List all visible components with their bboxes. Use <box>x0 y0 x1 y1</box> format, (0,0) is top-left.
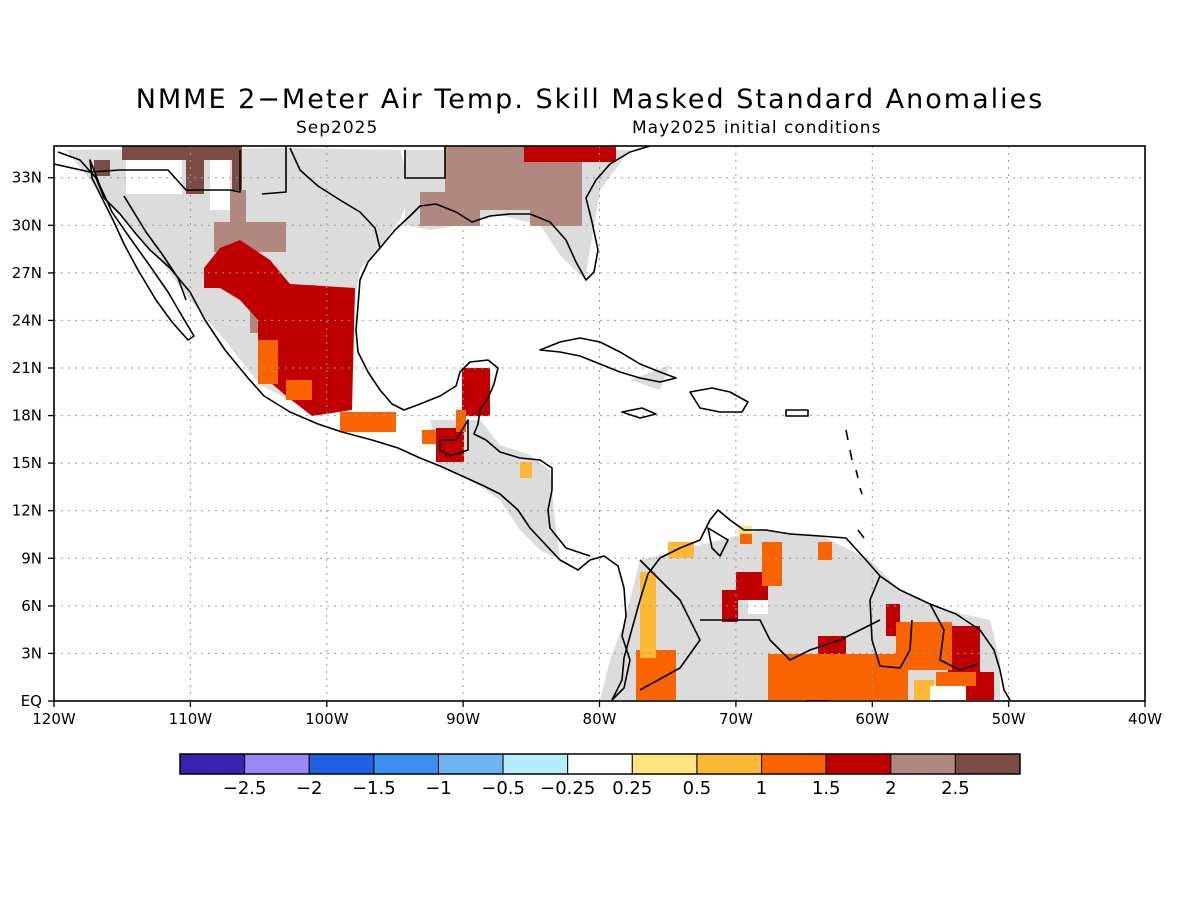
lon-label: 120W <box>32 710 76 728</box>
initial-conditions: May2025 initial conditions <box>632 118 882 138</box>
lat-label: 30N <box>12 216 42 234</box>
latitude-labels: EQ 3N 6N 9N 12N 15N 18N 21N 24N 27N 30N … <box>12 169 42 710</box>
colorbar-swatch <box>373 753 439 775</box>
colorbar-swatch <box>567 753 633 775</box>
colorbar-label: −0.5 <box>481 778 525 799</box>
colorbar-labels: −2.5 −2 −1.5 −1 −0.5 −0.25 0.25 0.5 1 1.… <box>223 778 970 799</box>
colorbar-label: 2.5 <box>941 778 970 799</box>
colorbar-label: −0.25 <box>540 778 595 799</box>
lat-label: 21N <box>12 359 42 377</box>
colorbar-frame <box>179 753 1021 775</box>
lon-label: 90W <box>446 710 480 728</box>
lon-label: 60W <box>855 710 889 728</box>
lon-label: 80W <box>583 710 617 728</box>
colorbar-swatch <box>437 753 504 775</box>
colorbar-label: 0.25 <box>612 778 652 799</box>
lat-label: 3N <box>21 644 42 662</box>
lat-label: 15N <box>12 454 42 472</box>
lon-label: 110W <box>169 710 213 728</box>
colorbar: −2.5 −2 −1.5 −1 −0.5 −0.25 0.25 0.5 1 1.… <box>179 753 1021 799</box>
colorbar-swatch <box>825 753 892 775</box>
colorbar-label: −1 <box>425 778 452 799</box>
valid-month: Sep2025 <box>296 118 379 138</box>
colorbar-label: −2.5 <box>223 778 267 799</box>
colorbar-label: 1 <box>756 778 767 799</box>
map-content <box>54 146 1145 701</box>
colorbar-label: −1.5 <box>352 778 396 799</box>
skill-mask <box>66 148 1000 700</box>
lon-label: 70W <box>719 710 753 728</box>
colorbar-swatch <box>179 753 246 775</box>
colorbar-swatches <box>179 753 1021 775</box>
near-normal-cutouts <box>126 160 966 701</box>
lat-label: 33N <box>12 169 42 187</box>
lat-label: 27N <box>12 264 42 282</box>
lon-label: 100W <box>305 710 349 728</box>
lat-label: 6N <box>21 597 42 615</box>
colorbar-label: −2 <box>296 778 323 799</box>
colorbar-swatch <box>631 753 698 775</box>
longitude-labels: 120W 110W 100W 90W 80W 70W 60W 50W 40W <box>32 710 1162 728</box>
colorbar-swatch <box>244 753 310 775</box>
lat-label: 24N <box>12 311 42 329</box>
colorbar-label: 1.5 <box>812 778 841 799</box>
colorbar-swatch <box>761 753 827 775</box>
anomaly-1.5-to-2 <box>204 146 994 701</box>
colorbar-label: 2 <box>885 778 896 799</box>
colorbar-label: 0.5 <box>683 778 712 799</box>
graticule <box>54 146 1145 701</box>
colorbar-swatch <box>502 753 569 775</box>
lat-label: 12N <box>12 502 42 520</box>
colorbar-swatch <box>890 753 956 775</box>
colorbar-swatch <box>954 753 1021 775</box>
lat-label: 9N <box>21 549 42 567</box>
anomaly-1-to-1.5 <box>258 340 976 700</box>
colorbar-swatch <box>308 753 375 775</box>
lat-label: EQ <box>21 692 42 710</box>
lat-label: 18N <box>12 407 42 425</box>
map-title: NMME 2−Meter Air Temp. Skill Masked Stan… <box>135 84 1045 115</box>
anomaly-0.5-to-1 <box>520 462 934 700</box>
colorbar-swatch <box>696 753 763 775</box>
lon-label: 40W <box>1128 710 1162 728</box>
coastlines <box>54 146 1011 701</box>
tick-marks <box>48 177 1146 707</box>
lon-label: 50W <box>992 710 1026 728</box>
